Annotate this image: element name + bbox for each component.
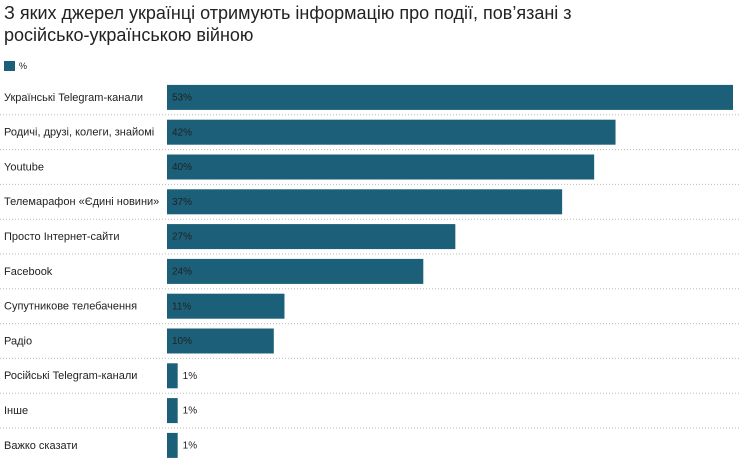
value-label: 37%: [172, 197, 192, 208]
bar: [167, 432, 178, 458]
category-label: Просто Інтернет-сайти: [4, 231, 119, 243]
legend-label: %: [19, 61, 27, 71]
value-label: 1%: [183, 406, 198, 417]
category-label: Важко сказати: [4, 440, 78, 452]
value-label: 40%: [172, 162, 192, 173]
value-label: 1%: [183, 371, 198, 382]
category-label: Телемарафон «Єдині новини»: [4, 196, 159, 208]
value-label: 53%: [172, 93, 192, 104]
category-label: Російські Telegram-канали: [4, 370, 137, 382]
bar: [167, 224, 456, 250]
chart-title: З яких джерел українці отримують інформа…: [4, 3, 572, 45]
category-label: Youtube: [4, 161, 44, 173]
bar: [167, 293, 285, 319]
value-label: 10%: [172, 336, 192, 347]
bar: [167, 189, 563, 215]
bar: [167, 84, 733, 110]
category-label: Інше: [4, 405, 28, 417]
bar: [167, 398, 178, 424]
bar: [167, 363, 178, 389]
category-label: Українські Telegram-канали: [4, 92, 143, 104]
value-label: 1%: [183, 441, 198, 452]
bar: [167, 328, 274, 354]
bar: [167, 258, 424, 284]
bar: [167, 154, 595, 180]
value-label: 24%: [172, 267, 192, 278]
legend-swatch: [4, 61, 15, 71]
category-label: Супутникове телебачення: [4, 301, 137, 313]
value-label: 11%: [172, 301, 191, 312]
category-label: Facebook: [4, 266, 53, 278]
value-label: 42%: [172, 127, 192, 138]
bar: [167, 119, 616, 145]
category-label: Радіо: [4, 335, 32, 347]
category-label: Родичі, друзі, колеги, знайомі: [4, 127, 154, 139]
value-label: 27%: [172, 232, 192, 243]
